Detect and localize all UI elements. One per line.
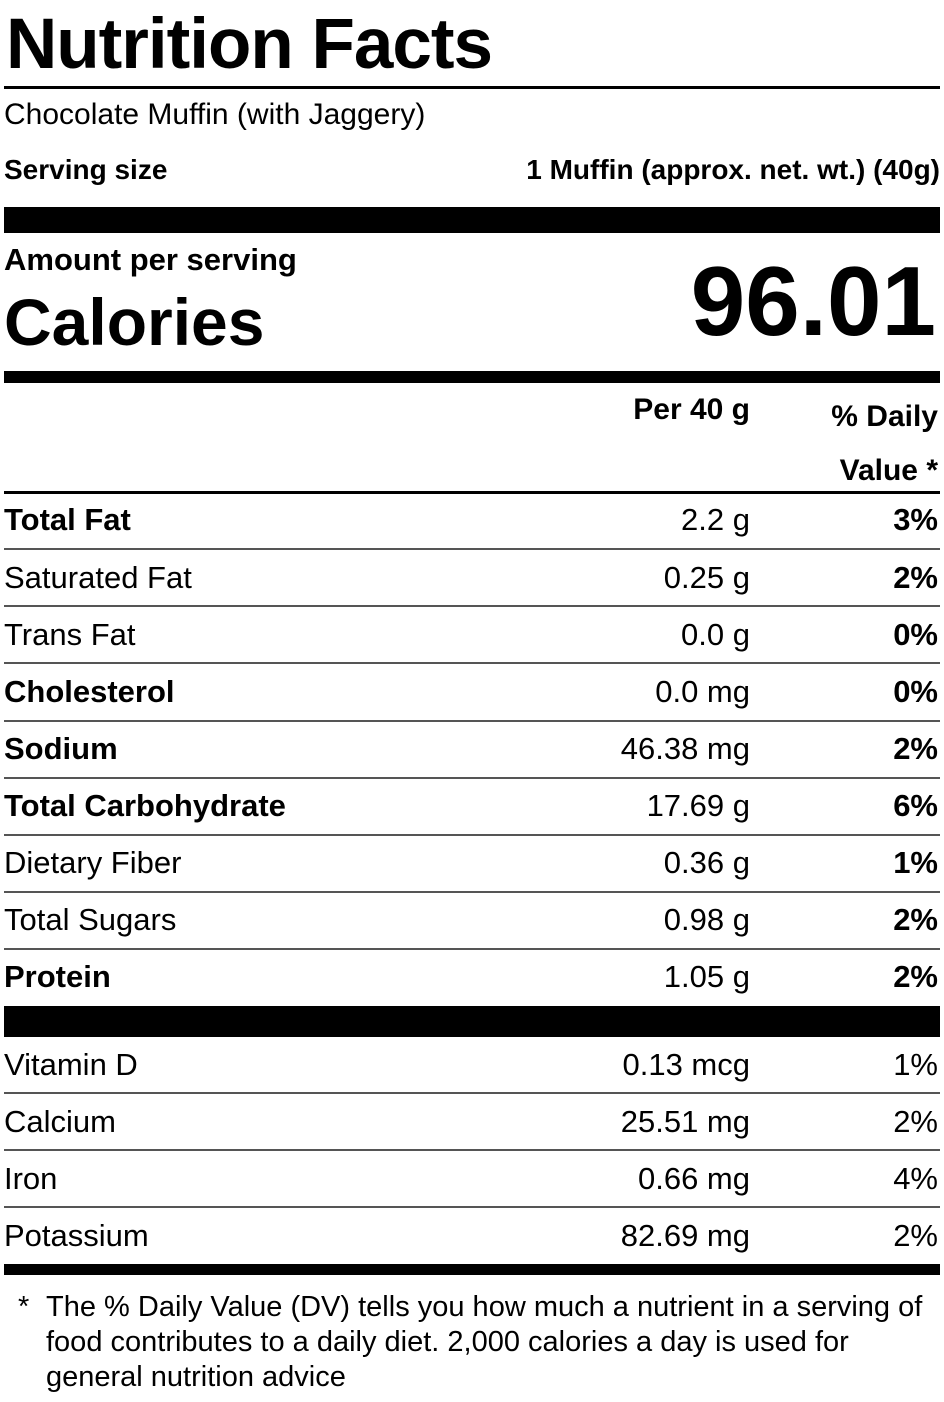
per-serving-column-header: Per 40 g bbox=[633, 393, 750, 426]
nutrient-daily-value: 6% bbox=[893, 788, 938, 823]
row-divider bbox=[4, 948, 940, 950]
vitamin-daily-value: 2% bbox=[893, 1104, 938, 1139]
nutrient-row-dietary-fiber: Dietary Fiber 0.36 g 1% bbox=[4, 834, 940, 891]
nutrient-daily-value: 2% bbox=[893, 731, 938, 766]
nutrient-name: Dietary Fiber bbox=[4, 845, 182, 880]
vitamin-amount: 25.51 mg bbox=[620, 1104, 750, 1139]
calories-divider bbox=[4, 371, 940, 383]
row-divider bbox=[4, 1092, 940, 1094]
vitamin-daily-value: 1% bbox=[893, 1047, 938, 1082]
row-divider bbox=[4, 1206, 940, 1208]
nutrient-row-cholesterol: Cholesterol 0.0 mg 0% bbox=[4, 663, 940, 720]
nutrient-amount: 1.05 g bbox=[663, 959, 750, 994]
row-divider bbox=[4, 548, 940, 550]
daily-value-column-header: % Daily Value * bbox=[798, 390, 938, 498]
thick-divider-top bbox=[4, 207, 940, 233]
header-divider bbox=[4, 491, 940, 494]
thick-divider-vitamins bbox=[4, 1006, 940, 1037]
nutrient-name: Total Fat bbox=[4, 502, 131, 537]
vitamin-row-vitamin-d: Vitamin D 0.13 mcg 1% bbox=[4, 1036, 940, 1093]
vitamin-amount: 0.66 mg bbox=[637, 1161, 750, 1196]
vitamin-row-potassium: Potassium 82.69 mg 2% bbox=[4, 1207, 940, 1264]
vitamin-amount: 0.13 mcg bbox=[622, 1047, 750, 1082]
nutrient-amount: 0.36 g bbox=[663, 845, 750, 880]
row-divider bbox=[4, 777, 940, 779]
nutrient-amount: 0.0 g bbox=[681, 617, 750, 652]
calories-value: 96.01 bbox=[690, 246, 936, 356]
nutrient-name: Saturated Fat bbox=[4, 560, 192, 595]
daily-value-header-line1: % Daily bbox=[831, 400, 938, 433]
nutrient-row-sodium: Sodium 46.38 mg 2% bbox=[4, 720, 940, 777]
footnote-text: The % Daily Value (DV) tells you how muc… bbox=[46, 1291, 923, 1393]
nutrient-daily-value: 1% bbox=[893, 845, 938, 880]
nutrient-daily-value: 2% bbox=[893, 959, 938, 994]
nutrient-amount: 0.25 g bbox=[663, 560, 750, 595]
row-divider bbox=[4, 662, 940, 664]
footer-divider bbox=[4, 1264, 940, 1275]
nutrient-daily-value: 3% bbox=[893, 502, 938, 537]
row-divider bbox=[4, 834, 940, 836]
serving-size-label: Serving size bbox=[4, 154, 168, 185]
nutrient-row-trans-fat: Trans Fat 0.0 g 0% bbox=[4, 606, 940, 663]
nutrient-amount: 0.0 mg bbox=[655, 674, 750, 709]
nutrient-name: Cholesterol bbox=[4, 674, 175, 709]
calories-label: Calories bbox=[4, 285, 265, 359]
nutrient-daily-value: 0% bbox=[893, 617, 938, 652]
vitamin-name: Calcium bbox=[4, 1104, 116, 1139]
nutrient-amount: 0.98 g bbox=[663, 902, 750, 937]
nutrient-name: Total Sugars bbox=[4, 902, 177, 937]
title-divider bbox=[4, 86, 940, 89]
nutrient-amount: 46.38 mg bbox=[620, 731, 750, 766]
nutrient-amount: 2.2 g bbox=[681, 502, 750, 537]
nutrient-daily-value: 2% bbox=[893, 560, 938, 595]
nutrient-row-saturated-fat: Saturated Fat 0.25 g 2% bbox=[4, 549, 940, 606]
nutrient-row-total-fat: Total Fat 2.2 g 3% bbox=[4, 491, 940, 548]
amount-per-serving: Amount per serving bbox=[4, 242, 297, 277]
daily-value-header-line2: Value * bbox=[839, 454, 938, 487]
row-divider bbox=[4, 1149, 940, 1151]
nutrient-row-total-carbohydrate: Total Carbohydrate 17.69 g 6% bbox=[4, 777, 940, 834]
nutrient-name: Trans Fat bbox=[4, 617, 136, 652]
vitamin-amount: 82.69 mg bbox=[620, 1218, 750, 1253]
vitamin-row-calcium: Calcium 25.51 mg 2% bbox=[4, 1093, 940, 1150]
label-title: Nutrition Facts bbox=[6, 5, 493, 84]
nutrient-name: Total Carbohydrate bbox=[4, 788, 286, 823]
nutrient-amount: 17.69 g bbox=[646, 788, 750, 823]
nutrient-daily-value: 2% bbox=[893, 902, 938, 937]
row-divider bbox=[4, 720, 940, 722]
footnote-asterisk: * bbox=[18, 1291, 30, 1323]
vitamin-daily-value: 4% bbox=[893, 1161, 938, 1196]
row-divider bbox=[4, 891, 940, 893]
vitamin-name: Iron bbox=[4, 1161, 58, 1196]
nutrition-label: Nutrition Facts Chocolate Muffin (with J… bbox=[4, 0, 940, 1402]
nutrient-row-protein: Protein 1.05 g 2% bbox=[4, 948, 940, 1005]
vitamin-name: Vitamin D bbox=[4, 1047, 138, 1082]
nutrient-daily-value: 0% bbox=[893, 674, 938, 709]
food-name: Chocolate Muffin (with Jaggery) bbox=[4, 98, 426, 131]
nutrient-row-total-sugars: Total Sugars 0.98 g 2% bbox=[4, 891, 940, 948]
vitamin-row-iron: Iron 0.66 mg 4% bbox=[4, 1150, 940, 1207]
vitamin-name: Potassium bbox=[4, 1218, 149, 1253]
nutrient-name: Protein bbox=[4, 959, 111, 994]
serving-size-value: 1 Muffin (approx. net. wt.) (40g) bbox=[526, 154, 940, 185]
row-divider bbox=[4, 605, 940, 607]
nutrient-name: Sodium bbox=[4, 731, 118, 766]
serving-size-row: Serving size 1 Muffin (approx. net. wt.)… bbox=[4, 150, 940, 190]
vitamin-daily-value: 2% bbox=[893, 1218, 938, 1253]
